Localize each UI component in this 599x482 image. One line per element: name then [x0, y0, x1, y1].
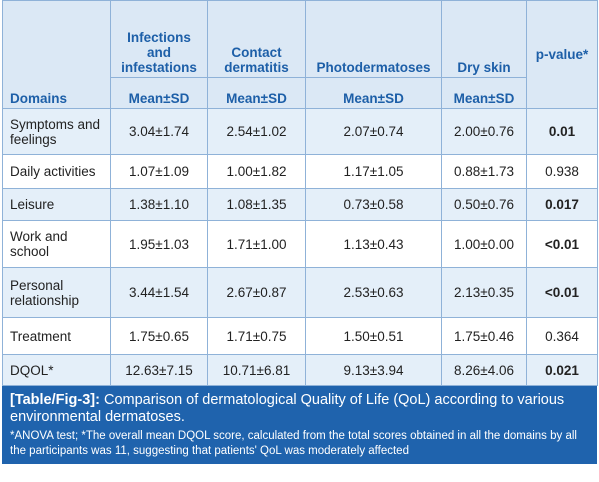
value-cell: 1.13±0.43 — [305, 220, 442, 268]
header-cell: Dry skin — [441, 0, 527, 78]
value-cell: 1.07±1.09 — [110, 154, 208, 189]
value-cell: 10.71±6.81 — [207, 354, 306, 386]
caption: [Table/Fig-3]: Comparison of dermatologi… — [2, 386, 597, 464]
value-cell: 2.53±0.63 — [305, 267, 442, 318]
value-cell: 3.44±1.54 — [110, 267, 208, 318]
p-cell: 0.021 — [526, 354, 598, 386]
value-cell: 2.13±0.35 — [441, 267, 527, 318]
value-cell: 8.26±4.06 — [441, 354, 527, 386]
domain-cell: Symptoms and feelings — [2, 108, 111, 155]
header-cell: Contact dermatitis — [207, 0, 306, 78]
value-cell: 1.38±1.10 — [110, 188, 208, 221]
domain-cell: Leisure — [2, 188, 111, 221]
domain-cell: Work and school — [2, 220, 111, 268]
header-cell: Photodermatoses — [305, 0, 442, 78]
value-cell: 2.67±0.87 — [207, 267, 306, 318]
table: Domains Infections and infestations Cont… — [2, 0, 598, 386]
p-cell: <0.01 — [526, 267, 598, 318]
p-cell: 0.364 — [526, 317, 598, 355]
domain-cell: Treatment — [2, 317, 111, 355]
value-cell: 0.73±0.58 — [305, 188, 442, 221]
p-cell: <0.01 — [526, 220, 598, 268]
table-row: Symptoms and feelings 3.04±1.74 2.54±1.02 2… — [2, 108, 598, 155]
header-cell: Infections and infestations — [110, 0, 208, 78]
caption-text: [Table/Fig-3]: Comparison of dermatologi… — [10, 392, 589, 426]
value-cell: 2.54±1.02 — [207, 108, 306, 155]
p-cell: 0.938 — [526, 154, 598, 189]
domain-cell: DQOL* — [2, 354, 111, 386]
value-cell: 2.07±0.74 — [305, 108, 442, 155]
header-cell: Domains — [2, 0, 111, 109]
p-cell: 0.01 — [526, 108, 598, 155]
table-row: Daily activities 1.07±1.09 1.00±1.82 1.17±1… — [2, 154, 598, 189]
value-cell: 12.63±7.15 — [110, 354, 208, 386]
subheader-cell: Mean±SD — [207, 77, 306, 109]
caption-title: Comparison of dermatological Quality of … — [10, 392, 565, 425]
subheader-cell: Mean±SD — [441, 77, 527, 109]
table-row: Personal relationship 3.44±1.54 2.67±0.87 2… — [2, 267, 598, 318]
value-cell: 0.50±0.76 — [441, 188, 527, 221]
value-cell: 1.00±0.00 — [441, 220, 527, 268]
value-cell: 3.04±1.74 — [110, 108, 208, 155]
value-cell: 0.88±1.73 — [441, 154, 527, 189]
value-cell: 1.75±0.65 — [110, 317, 208, 355]
p-cell: 0.017 — [526, 188, 598, 221]
value-cell: 2.00±0.76 — [441, 108, 527, 155]
value-cell: 1.08±1.35 — [207, 188, 306, 221]
value-cell: 1.50±0.51 — [305, 317, 442, 355]
caption-label: [Table/Fig-3]: — [10, 392, 100, 408]
value-cell: 1.71±0.75 — [207, 317, 306, 355]
caption-note: *ANOVA test; *The overall mean DQOL scor… — [10, 430, 577, 457]
subheader-cell: Mean±SD — [305, 77, 442, 109]
table-row: DQOL* 12.63±7.15 10.71±6.81 9.13±3.94 8.26±4… — [2, 354, 598, 386]
table-row: Work and school 1.95±1.03 1.71±1.00 1.13±0.… — [2, 220, 598, 268]
table-row: Leisure 1.38±1.10 1.08±1.35 0.73±0.58 0.50±0… — [2, 188, 598, 221]
header-cell: p-value* — [526, 0, 598, 109]
table-row: Treatment 1.75±0.65 1.71±0.75 1.50±0.51 1.75… — [2, 317, 598, 355]
value-cell: 1.00±1.82 — [207, 154, 306, 189]
value-cell: 1.75±0.46 — [441, 317, 527, 355]
value-cell: 1.17±1.05 — [305, 154, 442, 189]
value-cell: 1.95±1.03 — [110, 220, 208, 268]
value-cell: 9.13±3.94 — [305, 354, 442, 386]
value-cell: 1.71±1.00 — [207, 220, 306, 268]
subheader-cell: Mean±SD — [110, 77, 208, 109]
domain-cell: Daily activities — [2, 154, 111, 189]
domain-cell: Personal relationship — [2, 267, 111, 318]
